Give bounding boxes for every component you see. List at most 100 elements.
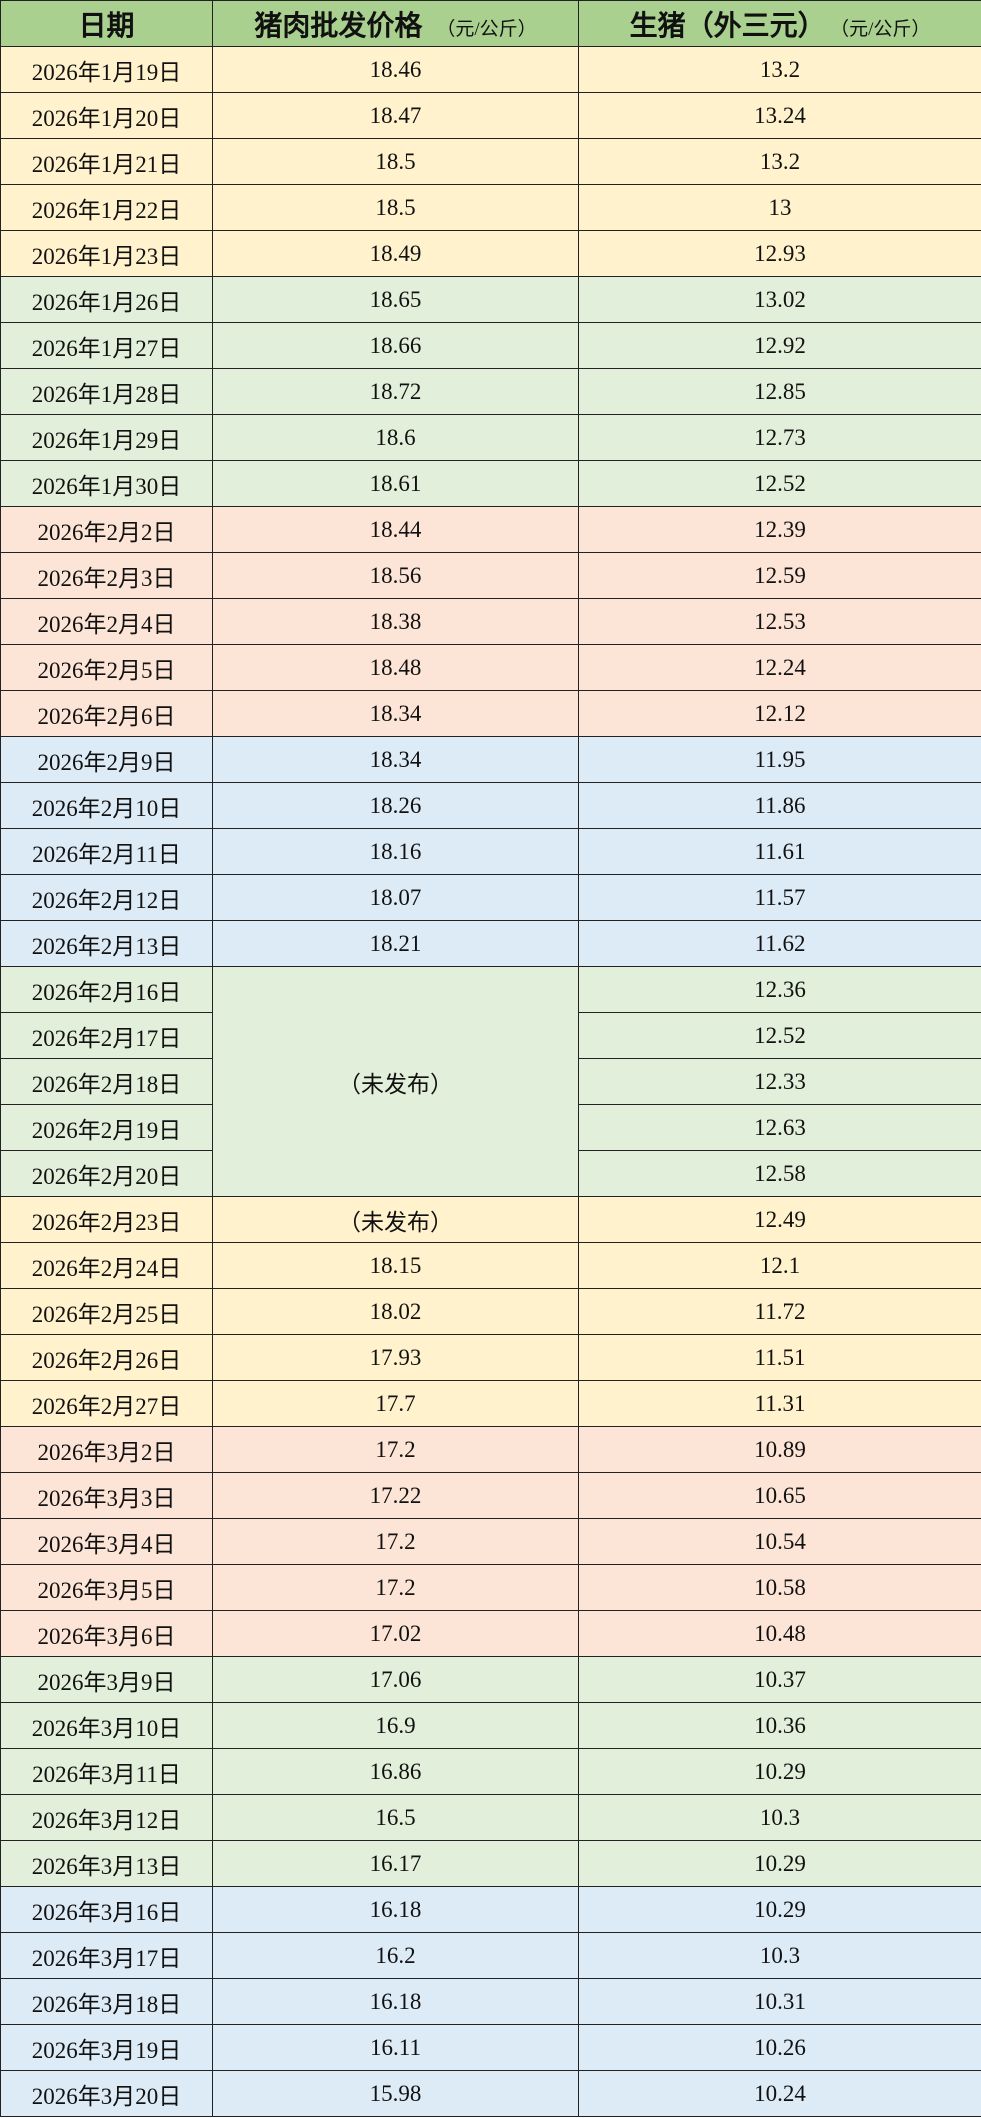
hog-price-cell: 12.12 [578,690,981,737]
hog-price-cell: 10.26 [578,2024,981,2071]
pork-price-cell: 18.72 [212,368,579,415]
pork-price-cell: 16.86 [212,1748,579,1795]
date-cell: 2026年3月2日 [0,1426,213,1473]
hog-price-cell: 11.95 [578,736,981,783]
pork-price-cell: 18.65 [212,276,579,323]
pork-price-cell: 18.07 [212,874,579,921]
hog-price-cell: 12.59 [578,552,981,599]
hog-price-cell: 11.57 [578,874,981,921]
table-row: 2026年3月6日 17.02 10.48 [0,1610,981,1657]
date-cell: 2026年1月30日 [0,460,213,507]
table-row: 2026年1月20日 18.47 13.24 [0,92,981,139]
pork-price-cell: 18.5 [212,184,579,231]
header-date: 日期 [0,0,213,47]
date-cell: 2026年2月24日 [0,1242,213,1289]
table-row: 2026年1月19日 18.46 13.2 [0,46,981,93]
date-cell: 2026年2月12日 [0,874,213,921]
table-row: 2026年2月27日 17.7 11.31 [0,1380,981,1427]
table-row: 2026年3月16日 16.18 10.29 [0,1886,981,1933]
date-cell: 2026年2月10日 [0,782,213,829]
date-cell: 2026年3月11日 [0,1748,213,1795]
hog-price-cell: 10.24 [578,2070,981,2117]
table-row: 2026年3月20日 15.98 10.24 [0,2070,981,2117]
date-cell: 2026年1月28日 [0,368,213,415]
date-cell: 2026年2月4日 [0,598,213,645]
date-cell: 2026年2月5日 [0,644,213,691]
pork-price-cell: 18.61 [212,460,579,507]
table-row: 2026年3月9日 17.06 10.37 [0,1656,981,1703]
date-cell: 2026年3月17日 [0,1932,213,1979]
date-cell: 2026年1月23日 [0,230,213,277]
date-cell: 2026年1月27日 [0,322,213,369]
pork-price-cell: 18.15 [212,1242,579,1289]
date-cell: 2026年2月13日 [0,920,213,967]
date-cell: 2026年2月23日 [0,1196,213,1243]
date-cell: 2026年1月22日 [0,184,213,231]
hog-price-cell: 12.63 [578,1104,981,1151]
table-row: 2026年1月27日 18.66 12.92 [0,322,981,369]
hog-price-cell: 11.62 [578,920,981,967]
date-cell: 2026年2月27日 [0,1380,213,1427]
pork-price-cell: 18.56 [212,552,579,599]
header-pork-unit: （元/公斤） [436,18,537,40]
table-row: 2026年3月19日 16.11 10.26 [0,2024,981,2071]
hog-price-cell: 12.73 [578,414,981,461]
hog-price-cell: 10.29 [578,1886,981,1933]
pork-price-cell: 18.38 [212,598,579,645]
pork-price-cell: 15.98 [212,2070,579,2117]
date-cell: 2026年2月3日 [0,552,213,599]
table-row: 2026年2月13日 18.21 11.62 [0,920,981,967]
date-cell: 2026年2月17日 [0,1012,213,1059]
hog-price-cell: 10.58 [578,1564,981,1611]
table-row: 2026年1月28日 18.72 12.85 [0,368,981,415]
hog-price-cell: 12.53 [578,598,981,645]
table-row: 2026年3月13日 16.17 10.29 [0,1840,981,1887]
hog-price-cell: 10.29 [578,1748,981,1795]
pork-price-cell: 18.21 [212,920,579,967]
pork-price-cell: 17.22 [212,1472,579,1519]
pork-price-cell: 17.2 [212,1518,579,1565]
pork-price-cell: 18.66 [212,322,579,369]
date-cell: 2026年2月6日 [0,690,213,737]
date-cell: 2026年3月3日 [0,1472,213,1519]
pork-price-cell: 18.16 [212,828,579,875]
hog-price-cell: 10.65 [578,1472,981,1519]
date-cell: 2026年1月19日 [0,46,213,93]
pork-price-cell: 16.2 [212,1932,579,1979]
pork-price-cell: 17.2 [212,1564,579,1611]
table-row: 2026年1月21日 18.5 13.2 [0,138,981,185]
pork-price-cell: 17.93 [212,1334,579,1381]
pork-price-cell: 18.46 [212,46,579,93]
pork-price-cell: （未发布） [212,1196,579,1243]
date-cell: 2026年3月19日 [0,2024,213,2071]
date-cell: 2026年3月4日 [0,1518,213,1565]
header-hog: 生猪（外三元） （元/公斤） [578,0,981,47]
pork-price-cell: 18.02 [212,1288,579,1335]
date-cell: 2026年2月19日 [0,1104,213,1151]
pork-price-cell: 18.49 [212,230,579,277]
table-row: 2026年3月3日 17.22 10.65 [0,1472,981,1519]
hog-price-cell: 10.36 [578,1702,981,1749]
hog-price-cell: 12.39 [578,506,981,553]
pork-price-cell: 18.44 [212,506,579,553]
date-cell: 2026年2月18日 [0,1058,213,1105]
table-row: 2026年3月17日 16.2 10.3 [0,1932,981,1979]
date-cell: 2026年3月6日 [0,1610,213,1657]
header-hog-label: 生猪（外三元） [629,10,826,42]
date-cell: 2026年2月11日 [0,828,213,875]
table-row: 2026年2月23日 （未发布） 12.49 [0,1196,981,1243]
hog-price-cell: 12.85 [578,368,981,415]
date-cell: 2026年1月26日 [0,276,213,323]
pork-price-cell: 18.34 [212,736,579,783]
pork-price-cell: 16.9 [212,1702,579,1749]
date-cell: 2026年1月29日 [0,414,213,461]
pork-price-cell-merged: （未发布） [212,966,579,1197]
pork-price-cell: 16.18 [212,1978,579,2025]
hog-price-cell: 11.72 [578,1288,981,1335]
pork-price-cell: 18.6 [212,414,579,461]
header-date-label: 日期 [78,10,135,42]
table-row: 2026年2月12日 18.07 11.57 [0,874,981,921]
date-cell: 2026年3月20日 [0,2070,213,2117]
pork-price-cell: 16.18 [212,1886,579,1933]
hog-price-cell: 10.3 [578,1794,981,1841]
